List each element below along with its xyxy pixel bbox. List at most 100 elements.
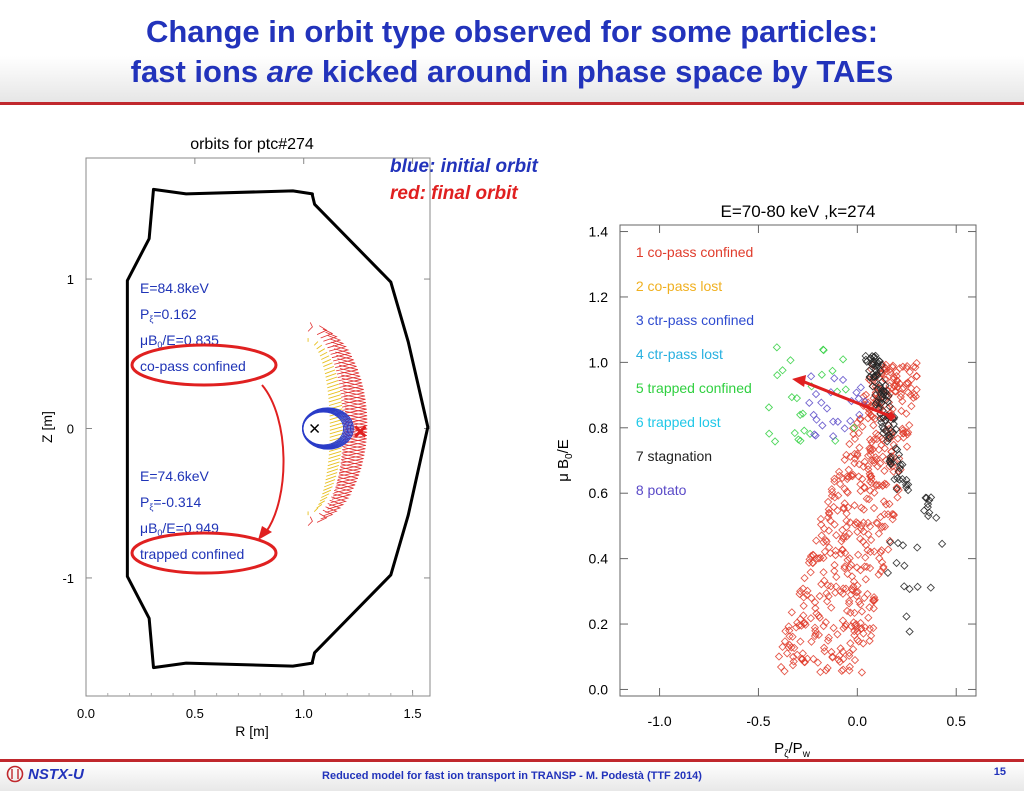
final-orbit-pzeta-symbol: P xyxy=(140,494,149,510)
scatter-point-class-1 xyxy=(812,554,822,563)
phase-plot-frame xyxy=(619,224,977,697)
orbit-y-tick-label: -1 xyxy=(62,571,74,586)
scatter-point-class-1 xyxy=(856,415,865,424)
scatter-point-class-1 xyxy=(867,438,876,447)
final-orbit-pzeta: Pξ=-0.314 xyxy=(140,494,201,512)
scatter-point-class-7 xyxy=(883,434,893,443)
scatter-point-class-1 xyxy=(911,363,920,372)
scatter-point-class-1 xyxy=(810,598,820,607)
footer-divider xyxy=(0,759,1024,762)
scatter-point-class-8 xyxy=(822,404,832,413)
phase-legend-entry: 7 stagnation xyxy=(636,448,712,464)
final-orbit-trace xyxy=(307,322,368,526)
final-orbit-segment xyxy=(334,483,354,494)
final-orbit-segment xyxy=(336,361,357,372)
scatter-point-class-1 xyxy=(852,588,861,597)
scatter-point-class-7 xyxy=(913,582,922,591)
scatter-point-class-7 xyxy=(905,584,914,594)
scatter-point-class-1 xyxy=(866,444,875,453)
intermediate-orbit-segment xyxy=(326,376,338,382)
scatter-point-class-1 xyxy=(776,662,786,672)
scatter-point-class-5 xyxy=(831,436,840,445)
scatter-point-class-1 xyxy=(841,620,851,629)
scatter-point-class-1 xyxy=(864,530,873,539)
phase-transition-arrow xyxy=(801,379,892,418)
scatter-point-class-7 xyxy=(867,359,876,368)
scatter-point-class-1 xyxy=(854,428,863,438)
scatter-point-class-1 xyxy=(861,553,870,562)
scatter-point-class-1 xyxy=(869,623,878,633)
final-orbit-segment xyxy=(338,463,362,474)
scatter-point-class-8 xyxy=(829,417,838,426)
scatter-point-class-5 xyxy=(841,385,850,394)
initial-orbit-pzeta: Pξ=0.162 xyxy=(140,306,197,324)
scatter-point-class-1 xyxy=(785,632,794,641)
scatter-point-class-7 xyxy=(871,351,880,360)
scatter-point-class-1 xyxy=(879,562,888,571)
orbit-plot-frame xyxy=(85,157,431,697)
scatter-point-class-1 xyxy=(890,387,900,396)
scatter-point-class-1 xyxy=(865,636,874,646)
phase-legend-entry: 8 potato xyxy=(636,482,687,498)
scatter-point-class-7 xyxy=(869,353,878,362)
scatter-point-class-1 xyxy=(892,376,902,385)
slide-title-line2: fast ions are kicked around in phase spa… xyxy=(0,54,1024,90)
scatter-point-class-8 xyxy=(805,398,814,407)
phase-y-tick-label: 1.0 xyxy=(589,354,609,370)
scatter-point-class-1 xyxy=(859,462,868,471)
scatter-point-class-1 xyxy=(843,569,852,578)
scatter-point-class-1 xyxy=(864,408,874,417)
scatter-point-class-1 xyxy=(826,548,835,558)
scatter-point-class-1 xyxy=(895,379,904,388)
scatter-point-class-1 xyxy=(835,657,845,666)
intermediate-orbit-segment xyxy=(328,454,341,459)
scatter-point-class-1 xyxy=(833,506,842,515)
scatter-point-class-5 xyxy=(849,423,859,432)
scatter-point-class-8 xyxy=(856,383,865,392)
scatter-point-class-7 xyxy=(870,372,879,382)
scatter-point-class-1 xyxy=(822,537,831,546)
final-orbit-segment xyxy=(338,374,362,385)
scatter-point-class-1 xyxy=(861,540,871,550)
final-position-marker xyxy=(354,425,367,438)
scatter-point-class-1 xyxy=(885,365,895,374)
final-orbit-segment xyxy=(340,457,364,467)
scatter-point-class-1 xyxy=(839,624,848,633)
scatter-point-class-1 xyxy=(829,502,838,512)
scatter-point-class-1 xyxy=(834,655,843,664)
scatter-point-class-1 xyxy=(846,608,855,617)
scatter-point-class-1 xyxy=(885,381,894,391)
scatter-point-class-1 xyxy=(887,447,896,457)
scatter-point-class-1 xyxy=(830,520,839,529)
intermediate-orbit-segment xyxy=(329,426,344,431)
final-orbit-segment xyxy=(341,447,366,457)
phase-y-label-part: μ B xyxy=(555,459,572,482)
scatter-point-class-1 xyxy=(841,548,850,558)
scatter-point-class-1 xyxy=(839,584,848,593)
scatter-point-class-7 xyxy=(925,508,934,517)
scatter-point-class-1 xyxy=(866,450,875,460)
final-orbit-segment xyxy=(338,371,361,382)
scatter-point-class-1 xyxy=(856,618,865,628)
intermediate-orbit-trace xyxy=(307,338,344,516)
scatter-point-class-1 xyxy=(862,562,871,571)
scatter-point-class-1 xyxy=(824,505,833,514)
final-orbit-segment xyxy=(342,401,367,411)
final-orbit-segment xyxy=(316,513,328,523)
title-pre: fast ions xyxy=(130,54,267,89)
scatter-point-class-1 xyxy=(869,604,878,613)
scatter-point-class-1 xyxy=(895,364,904,373)
scatter-point-class-1 xyxy=(823,597,832,606)
scatter-points xyxy=(764,343,947,677)
final-orbit-segment xyxy=(341,440,367,451)
final-orbit-segment xyxy=(336,476,357,487)
scatter-point-class-1 xyxy=(780,637,790,646)
title-emphasis: are xyxy=(266,54,314,89)
scatter-point-class-1 xyxy=(898,384,907,394)
initial-orbit-energy: E=84.8keV xyxy=(140,280,210,296)
scatter-point-class-1 xyxy=(778,642,787,652)
scatter-point-class-1 xyxy=(884,545,893,554)
scatter-point-class-5 xyxy=(778,366,787,375)
final-orbit-segment xyxy=(329,341,348,352)
scatter-point-class-1 xyxy=(856,480,865,489)
